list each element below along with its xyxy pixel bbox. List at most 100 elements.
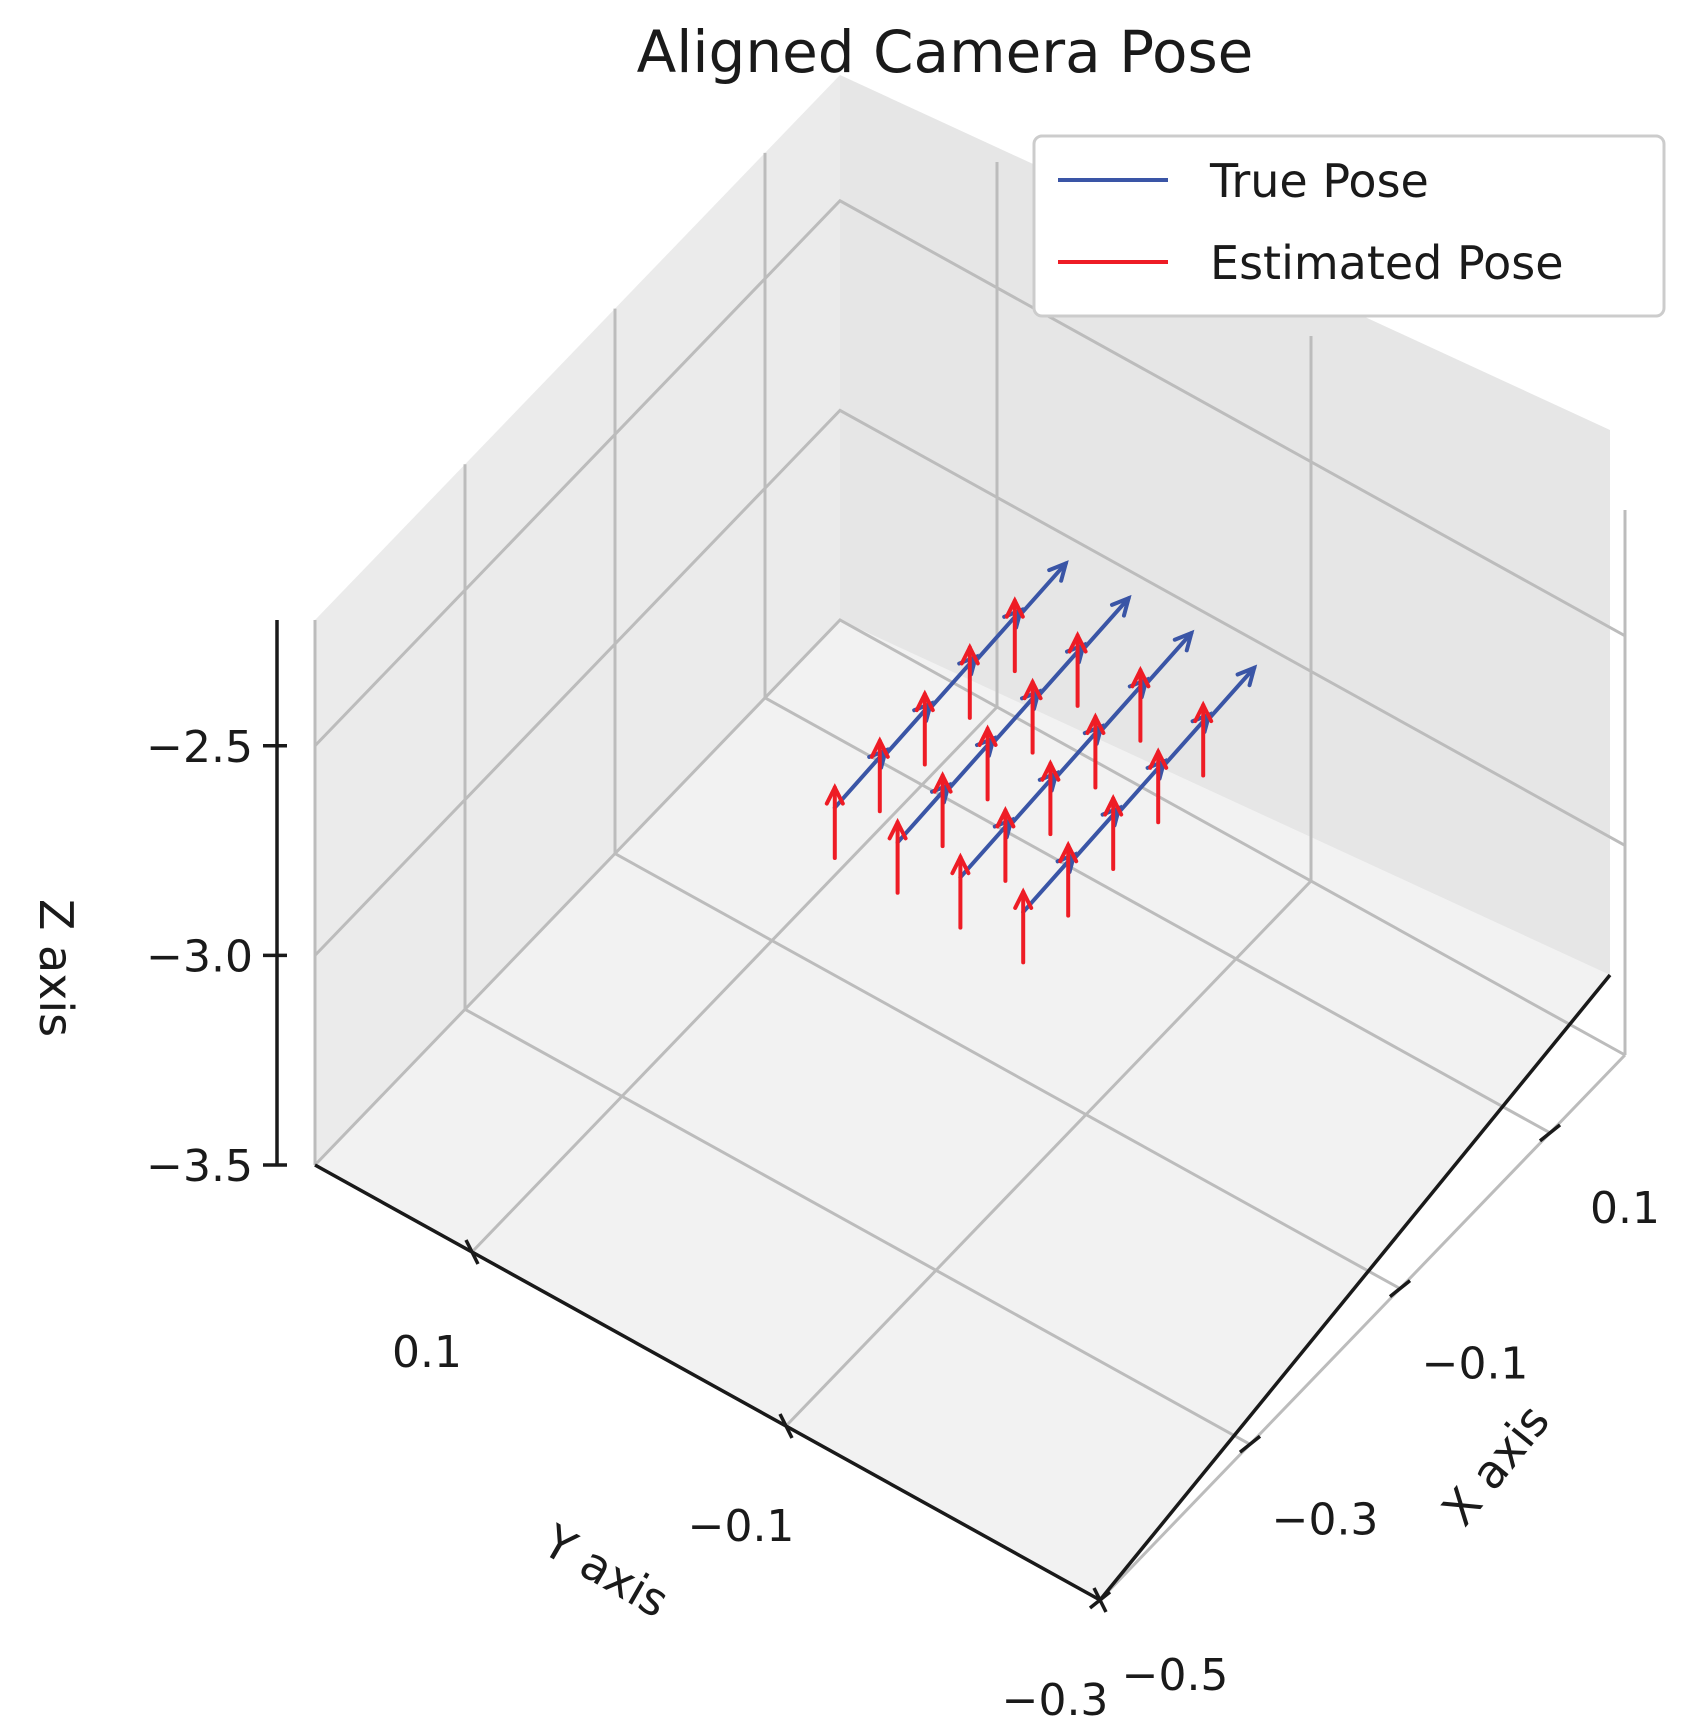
floor-grid-x-3 — [764, 696, 1551, 1135]
estimated-pose-arrow-10 — [1040, 759, 1061, 837]
estimated-pose-arrow-17 — [1067, 631, 1088, 708]
estimated-pose-arrow-0 — [824, 783, 845, 860]
z-tick-label: −3.5 — [146, 1141, 253, 1192]
wall-grid-z-1 — [313, 408, 1626, 957]
true-pose-arrow-18-shaft — [1138, 631, 1194, 693]
wall-grid-z-0 — [313, 618, 1626, 1167]
true-pose-arrow-17 — [1075, 594, 1132, 658]
x-tick-1 — [1238, 1434, 1262, 1454]
estimated-pose-arrow-12 — [959, 642, 980, 720]
estimated-pose-arrow-11 — [1103, 794, 1124, 871]
estimated-pose-arrow-5 — [932, 771, 953, 849]
true-pose-arrow-6-shaft — [1003, 771, 1059, 833]
true-pose-arrow-18 — [1138, 629, 1195, 693]
estimated-pose-arrow-5-head — [932, 771, 953, 794]
true-pose-arrow-11-shaft — [1111, 759, 1167, 821]
estimated-pose-arrow-16 — [1004, 596, 1025, 674]
y-tick-label: −0.3 — [1002, 1675, 1109, 1726]
estimated-pose-arrow-15-head — [1148, 747, 1169, 770]
y-tick-label: −0.1 — [688, 1501, 795, 1552]
true-pose-arrow-0-shaft — [832, 748, 888, 810]
true-pose-arrow-17-shaft — [1075, 596, 1131, 658]
true-pose-arrow-14-shaft — [1093, 677, 1149, 740]
true-pose-arrow-4-shaft — [877, 701, 933, 763]
axis-lines — [275, 620, 1612, 1602]
true-pose-arrow-15-shaft — [1156, 712, 1212, 774]
pose-arrows — [824, 560, 1258, 965]
estimated-pose-arrow-3 — [1013, 887, 1034, 965]
estimated-pose-arrow-9-head — [977, 724, 998, 747]
estimated-pose-arrow-7-head — [1058, 840, 1079, 864]
z-tick-label: −3.0 — [146, 931, 253, 982]
grid-lines — [313, 152, 1627, 1602]
estimated-pose-arrow-16-head — [1004, 596, 1025, 619]
estimated-pose-arrow-11-head — [1103, 794, 1124, 817]
legend: True Pose Estimated Pose — [1032, 134, 1666, 318]
floor-grid-y-2 — [470, 705, 999, 1254]
true-pose-arrow-13-shaft — [1030, 642, 1086, 705]
estimated-pose-arrow-3-head — [1013, 887, 1034, 910]
true-pose-arrow-16 — [1012, 560, 1069, 623]
estimated-pose-arrow-6 — [995, 805, 1016, 883]
estimated-pose-arrow-13 — [1022, 677, 1043, 755]
estimated-pose-arrow-2 — [950, 852, 971, 930]
true-pose-arrow-9-shaft — [985, 689, 1041, 752]
x-tick-2 — [1388, 1279, 1412, 1298]
estimated-pose-arrow-13-head — [1022, 677, 1043, 701]
true-pose-arrow-19 — [1201, 664, 1258, 728]
true-pose-arrow-18-head — [1172, 629, 1195, 653]
estimated-pose-arrow-8-head — [914, 689, 935, 713]
true-pose-arrow-19-head — [1235, 664, 1258, 688]
estimated-pose-arrow-18 — [1130, 665, 1151, 743]
true-pose-arrow-2-shaft — [958, 817, 1014, 880]
estimated-pose-arrow-4 — [869, 736, 890, 814]
axis-panes — [315, 75, 1610, 1600]
y-tick-label: 0.1 — [392, 1327, 462, 1378]
x-tick-label: −0.5 — [1122, 1650, 1229, 1701]
estimated-pose-arrow-18-head — [1130, 665, 1151, 689]
true-pose-arrow-12-shaft — [967, 608, 1023, 670]
estimated-pose-arrow-14-head — [1085, 712, 1106, 736]
estimated-pose-arrow-6-head — [995, 805, 1016, 829]
legend-label-estimated-pose: Estimated Pose — [1210, 236, 1564, 290]
x-tick-label: −0.3 — [1272, 1494, 1379, 1545]
true-pose-arrow-19-shaft — [1201, 665, 1257, 728]
estimated-pose-arrow-1-head — [887, 817, 908, 841]
z-tick-label: −2.5 — [146, 722, 253, 773]
estimated-pose-arrow-14 — [1085, 712, 1106, 790]
floor-pane — [315, 620, 1610, 1600]
z-axis-label: Z axis — [29, 899, 83, 1037]
true-pose-arrow-16-shaft — [1012, 561, 1068, 623]
estimated-pose-arrow-8 — [914, 689, 935, 767]
left-wall-pane — [315, 75, 840, 1165]
floor-grid-x-2 — [614, 852, 1401, 1290]
true-pose-arrow-5-shaft — [940, 736, 996, 798]
estimated-pose-arrow-2-head — [950, 852, 971, 876]
estimated-pose-arrow-12-head — [959, 642, 980, 666]
axis-ticks — [263, 744, 1562, 1613]
legend-label-true-pose: True Pose — [1209, 154, 1429, 208]
true-pose-arrow-3-shaft — [1021, 852, 1077, 915]
x-tick-label: 0.1 — [1590, 1183, 1660, 1234]
wall-grid-z-2 — [313, 198, 1626, 747]
floor-grid-y-1 — [784, 879, 1313, 1428]
estimated-pose-arrow-10-head — [1040, 759, 1061, 782]
chart-title: Aligned Camera Pose — [637, 18, 1254, 86]
estimated-pose-arrow-0-head — [824, 783, 845, 806]
floor-grid-x-1 — [464, 1007, 1251, 1446]
x-axis-line — [1098, 973, 1612, 1602]
true-pose-arrow-10-shaft — [1048, 724, 1104, 786]
true-pose-arrow-16-head — [1047, 560, 1069, 583]
estimated-pose-arrow-15 — [1148, 747, 1169, 825]
estimated-pose-arrow-4-head — [869, 736, 890, 759]
y-tick-1 — [778, 1413, 794, 1439]
floor-grid-y-0 — [1098, 1053, 1627, 1602]
estimated-pose-arrow-1 — [887, 817, 908, 895]
estimated-pose-arrow-17-head — [1067, 631, 1088, 654]
estimated-pose-arrow-19 — [1193, 700, 1214, 778]
true-pose-arrow-1-shaft — [895, 783, 951, 845]
y-axis-line — [314, 1163, 1101, 1602]
estimated-pose-arrow-9 — [977, 724, 998, 802]
y-axis-label: Y axis — [533, 1514, 678, 1629]
